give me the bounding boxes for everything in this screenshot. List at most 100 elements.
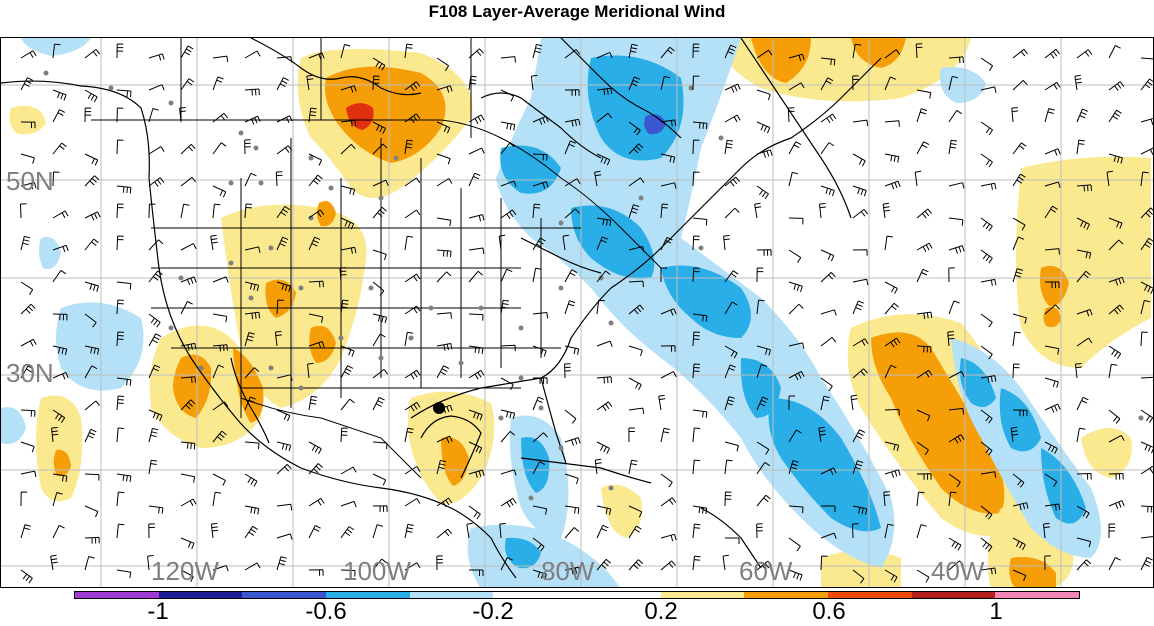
- wind-barb: [693, 556, 701, 570]
- wind-barb: [693, 428, 700, 442]
- wind-barb: [1141, 557, 1153, 570]
- wind-barb: [469, 346, 483, 354]
- wind-barb: [149, 428, 158, 442]
- wind-barb: [341, 366, 353, 378]
- wind-barb: [21, 51, 36, 58]
- wind-barb: [437, 313, 452, 319]
- wind-barb: [53, 172, 60, 186]
- wind-barb: [1013, 143, 1026, 154]
- wind-barb: [85, 49, 100, 58]
- wind-barb: [373, 282, 384, 296]
- wind-barb: [117, 524, 124, 538]
- wind-barb: [725, 115, 740, 122]
- wind-barb: [853, 279, 868, 285]
- wind-barb: [21, 442, 34, 452]
- wind-barb: [117, 428, 124, 442]
- wind-barb: [501, 90, 514, 101]
- wind-barb: [21, 282, 33, 295]
- wind-barb: [213, 474, 226, 486]
- wind-barb: [213, 143, 226, 154]
- wind-barb: [85, 176, 99, 186]
- wind-barb: [405, 210, 420, 218]
- wind-barb: [949, 183, 964, 189]
- wind-barb: [85, 154, 98, 165]
- wind-barb: [981, 250, 992, 263]
- wind-barb: [21, 204, 27, 218]
- wind-barb: [949, 218, 963, 226]
- wind-barb: [853, 209, 868, 218]
- wind-barb: [597, 341, 612, 347]
- wind-barb: [85, 429, 96, 442]
- wind-barb: [1109, 346, 1121, 359]
- wind-barb: [149, 85, 164, 91]
- wind-barb: [949, 246, 964, 254]
- wind-barb: [245, 474, 257, 486]
- wind-barb: [245, 526, 258, 538]
- wind-barb: [373, 442, 387, 449]
- wind-barb: [117, 140, 124, 154]
- wind-barb: [659, 395, 666, 410]
- wind-barb: [181, 442, 195, 449]
- wind-barb: [245, 140, 251, 154]
- wind-barb: [789, 218, 803, 224]
- wind-barb: [565, 410, 576, 423]
- wind-barb: [341, 399, 355, 410]
- wind-barb: [21, 154, 34, 164]
- wind-barb: [917, 243, 932, 252]
- wind-barb: [117, 186, 131, 193]
- wind-barb: [181, 79, 194, 90]
- wind-barb: [53, 110, 65, 122]
- wind-barb: [469, 506, 480, 519]
- wind-barb: [341, 527, 354, 539]
- wind-barb: [117, 396, 124, 410]
- wind-barb: [373, 525, 383, 538]
- wind-barb: [245, 51, 260, 58]
- wind-barb: [757, 268, 763, 282]
- wind-barb: [693, 460, 700, 474]
- wind-barb: [181, 474, 195, 483]
- wind-barb: [341, 428, 348, 442]
- wind-barb: [1045, 49, 1060, 58]
- wind-barb: [757, 122, 770, 133]
- wind-barb: [1109, 82, 1124, 91]
- wind-barb: [341, 501, 356, 507]
- wind-barb: [1141, 442, 1154, 453]
- wind-barb: [53, 143, 66, 154]
- wind-barb: [373, 397, 385, 410]
- wind-barb: [309, 396, 317, 410]
- wind-barb: [277, 504, 292, 510]
- wind-barb: [853, 154, 865, 166]
- wind-barb: [981, 122, 993, 135]
- wind-barb: [309, 442, 321, 454]
- wind-barb: [789, 304, 803, 314]
- wind-barb: [277, 534, 292, 540]
- wind-barb: [1141, 536, 1154, 542]
- wind-barb: [437, 366, 449, 378]
- wind-barb: [661, 474, 672, 487]
- wind-barb: [149, 147, 164, 154]
- wind-barb: [149, 506, 163, 514]
- wind-barb: [661, 534, 676, 541]
- wind-barb: [725, 140, 733, 154]
- wind-barb: [309, 464, 323, 475]
- wind-barb: [917, 269, 928, 282]
- wind-barb: [757, 90, 770, 100]
- wind-barb: [469, 76, 477, 90]
- wind-barb: [565, 270, 577, 282]
- negative-field: [21, 38, 91, 56]
- wind-barb: [725, 208, 739, 218]
- wind-barb: [885, 303, 899, 314]
- wind-barb: [373, 250, 386, 260]
- wind-barb: [1013, 332, 1021, 346]
- wind-barb: [693, 524, 700, 538]
- wind-barb: [117, 282, 131, 290]
- wind-barb: [21, 570, 32, 583]
- wind-barb: [885, 282, 897, 294]
- wind-barb: [789, 282, 802, 292]
- wind-barb: [757, 495, 771, 506]
- wind-barb: [724, 236, 730, 251]
- wind-barb: [917, 90, 931, 99]
- wind-barb: [213, 56, 228, 62]
- wind-barb: [1013, 364, 1020, 378]
- longitude-label: 60W: [739, 558, 792, 584]
